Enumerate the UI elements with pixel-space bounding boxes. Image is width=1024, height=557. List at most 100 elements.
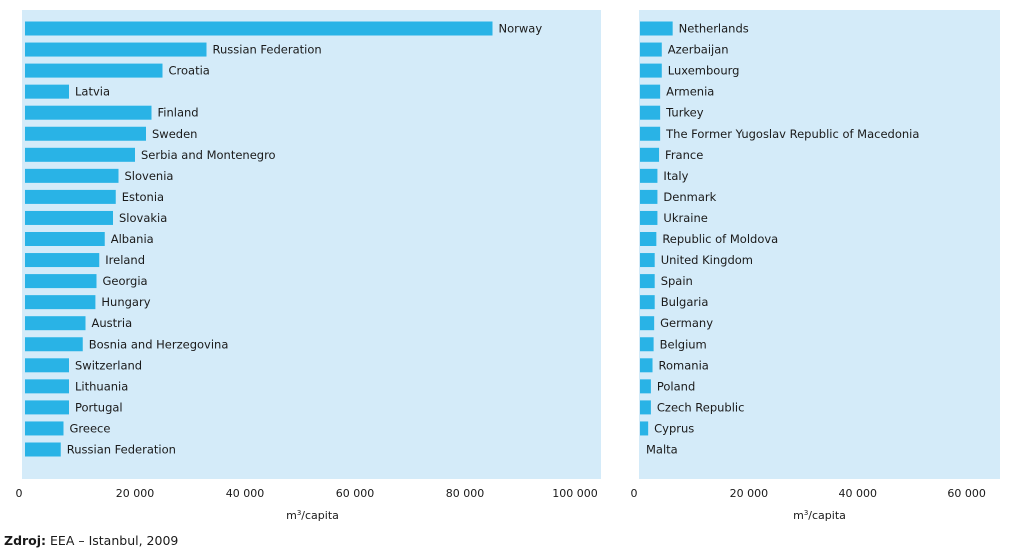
axis-title-superscript: 3	[297, 509, 301, 517]
right-plot-background	[639, 10, 1000, 479]
source-note: Zdroj: EEA – Istanbul, 2009	[4, 533, 178, 548]
right-category-label: Malta	[646, 443, 678, 457]
left-tick-label: 80 000	[446, 487, 485, 500]
right-category-label: The Former Yugoslav Republic of Macedoni…	[665, 127, 919, 141]
right-category-label: Germany	[660, 316, 713, 330]
axis-title-rest: /capita	[808, 509, 846, 522]
right-tick-label: 0	[631, 487, 638, 500]
right-category-label: Belgium	[660, 337, 707, 351]
axis-title-rest: /capita	[301, 509, 339, 522]
right-bar	[640, 274, 655, 289]
left-bar	[25, 400, 69, 415]
left-bar	[25, 358, 69, 373]
right-category-label: Turkey	[665, 106, 704, 120]
left-bar	[25, 168, 119, 183]
left-bar	[25, 337, 83, 352]
left-category-label: Lithuania	[75, 379, 128, 393]
right-bar	[640, 42, 662, 57]
axis-title-base: m	[793, 509, 804, 522]
right-category-label: Poland	[657, 379, 695, 393]
right-bar	[640, 63, 662, 78]
left-category-label: Portugal	[75, 400, 123, 414]
right-bar	[640, 21, 673, 36]
left-category-label: Georgia	[103, 274, 148, 288]
right-bar	[640, 400, 651, 415]
left-category-label: Finland	[158, 106, 199, 120]
right-category-label: Cyprus	[654, 421, 694, 435]
left-tick-label: 100 000	[552, 487, 598, 500]
source-label: Zdroj:	[4, 533, 47, 548]
right-category-label: Armenia	[666, 85, 714, 99]
left-category-label: Slovakia	[119, 211, 167, 225]
right-tick-label: 20 000	[730, 487, 769, 500]
left-category-label: Russian Federation	[213, 43, 322, 57]
right-bar	[640, 126, 661, 141]
left-axis-title: m3/capita	[286, 509, 339, 522]
left-category-label: Slovenia	[125, 169, 174, 183]
right-category-label: Romania	[659, 358, 709, 372]
right-category-label: United Kingdom	[661, 253, 753, 267]
left-category-label: Croatia	[169, 64, 210, 78]
right-category-label: Netherlands	[679, 22, 749, 36]
right-bar	[640, 337, 654, 352]
left-category-label: Hungary	[101, 295, 150, 309]
right-bar	[640, 105, 661, 120]
right-category-label: Bulgaria	[661, 295, 709, 309]
left-category-label: Latvia	[75, 85, 110, 99]
left-category-label: Albania	[111, 232, 154, 246]
left-bar	[25, 421, 64, 436]
left-tick-label: 20 000	[116, 487, 155, 500]
left-bar	[25, 274, 97, 289]
right-category-label: Spain	[661, 274, 693, 288]
left-tick-label: 40 000	[226, 487, 265, 500]
right-bar	[640, 147, 660, 162]
right-category-label: Italy	[663, 169, 688, 183]
right-category-label: France	[665, 148, 703, 162]
left-bar	[25, 84, 69, 99]
left-bar	[25, 42, 207, 57]
right-category-label: Ukraine	[663, 211, 707, 225]
axis-title-superscript: 3	[804, 509, 808, 517]
left-bar	[25, 189, 116, 204]
left-category-label: Switzerland	[75, 358, 142, 372]
left-bar	[25, 232, 105, 246]
right-bar	[640, 168, 658, 183]
right-bar	[640, 210, 658, 225]
left-category-label: Sweden	[152, 127, 197, 141]
right-category-label: Republic of Moldova	[662, 232, 778, 246]
right-bar	[640, 316, 655, 331]
right-bar	[640, 421, 649, 436]
left-category-label: Austria	[92, 316, 133, 330]
left-plot-background	[22, 10, 601, 479]
right-category-label: Azerbaijan	[668, 43, 729, 57]
left-bar	[25, 253, 100, 268]
left-category-label: Norway	[499, 22, 543, 36]
source-text: EEA – Istanbul, 2009	[46, 533, 179, 548]
left-tick-label: 60 000	[336, 487, 375, 500]
right-bar	[640, 189, 658, 204]
axis-title-base: m	[286, 509, 297, 522]
left-category-label: Serbia and Montenegro	[141, 148, 276, 162]
left-category-label: Bosnia and Herzegovina	[89, 337, 229, 351]
left-bar	[25, 316, 86, 331]
right-category-label: Luxembourg	[668, 64, 740, 78]
left-bar	[25, 379, 69, 394]
right-bar	[640, 232, 657, 246]
right-panel: Netherlands Azerbaijan Luxembourg Armenia Tu…	[631, 10, 1000, 522]
right-bar	[640, 358, 653, 373]
right-tick-label: 60 000	[947, 487, 986, 500]
right-category-label: Czech Republic	[657, 400, 745, 414]
left-category-label: Ireland	[105, 253, 145, 267]
left-bar	[25, 126, 146, 141]
left-bar	[25, 442, 61, 457]
right-tick-label: 40 000	[839, 487, 878, 500]
right-bar	[640, 295, 655, 310]
right-bar	[640, 253, 655, 268]
left-bar	[25, 21, 493, 36]
right-category-label: Denmark	[663, 190, 716, 204]
left-category-label: Estonia	[122, 190, 164, 204]
left-bar	[25, 147, 135, 162]
right-bar	[640, 84, 661, 99]
